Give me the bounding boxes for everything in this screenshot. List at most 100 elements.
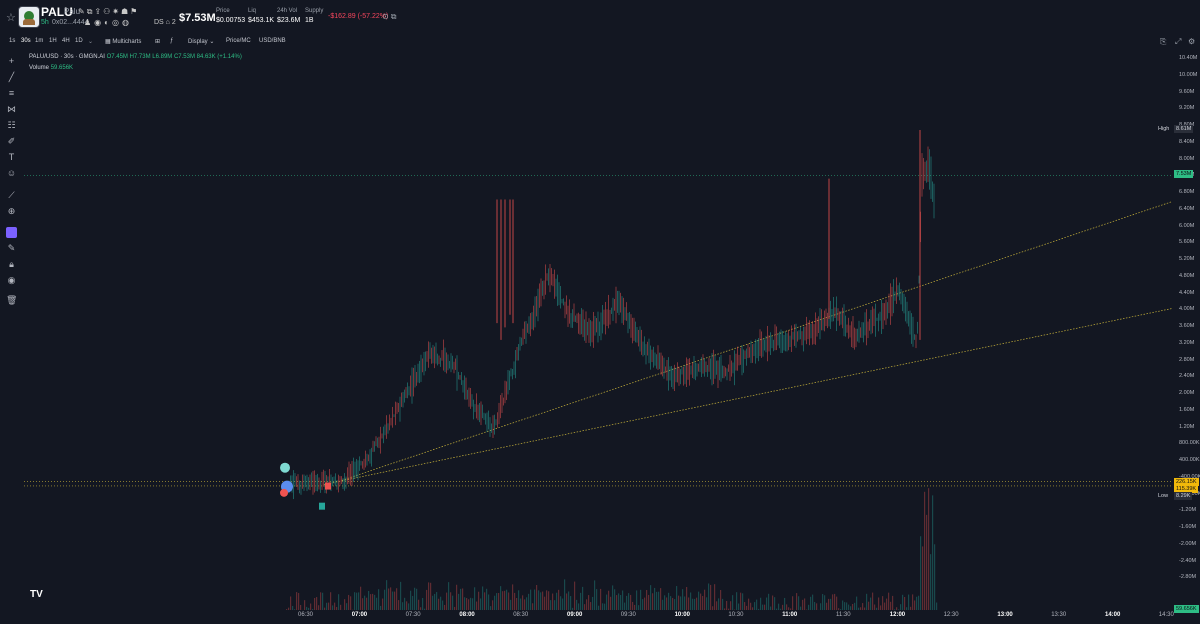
token-action-icons[interactable]: ✎⧉⇪⚇✷☗⚑ <box>78 7 140 16</box>
currency-toggle[interactable]: USD/BNB <box>259 38 286 44</box>
emoji-icon[interactable]: ☺ <box>6 168 17 178</box>
volume-bar <box>406 601 408 610</box>
volume-bar <box>920 536 922 610</box>
social-links-icons[interactable]: ♟◉◐◎◍ <box>84 18 132 27</box>
high-price-badge: 8.61M <box>1174 125 1194 133</box>
volume-bar <box>288 607 290 610</box>
camera-icon[interactable]: ⎘ <box>1160 37 1167 46</box>
volume-bar <box>440 596 442 610</box>
text-icon[interactable]: T <box>8 152 15 162</box>
volume-bar <box>488 594 490 610</box>
fullscreen-icon[interactable]: ⤢ <box>1175 37 1182 46</box>
interval-1h[interactable]: 1H <box>49 38 57 44</box>
y-tick-label: 800.00K <box>1179 440 1200 447</box>
change-action-icons[interactable]: ⊙⧉ <box>382 12 399 21</box>
volume-bar <box>816 603 818 610</box>
y-tick-label: 1.20M <box>1179 423 1195 430</box>
volume-bar <box>690 592 692 610</box>
interval-1d[interactable]: 1D <box>75 38 83 44</box>
volume-bar <box>910 606 912 610</box>
interval-1m[interactable]: 1m <box>35 38 44 44</box>
interval-4h[interactable]: 4H <box>62 38 70 44</box>
volume-bar <box>520 598 522 610</box>
volume-bar <box>546 590 548 610</box>
x-tick-label: 13:30 <box>1051 612 1067 618</box>
volume-bar <box>764 604 766 610</box>
y-tick-label: 6.00M <box>1179 222 1195 229</box>
volume-bar <box>414 587 416 610</box>
crosshair-icon[interactable]: + <box>8 56 15 66</box>
ds-badge[interactable]: DS ⌂ 2 <box>154 19 176 26</box>
trash-icon[interactable]: 🗑︎ <box>6 295 18 305</box>
visibility-icon[interactable]: ◉ <box>7 275 16 285</box>
volume-bar <box>444 604 446 610</box>
volume-bar <box>682 589 684 610</box>
volume-bar <box>870 597 872 610</box>
market-cap: $7.53M <box>179 12 216 24</box>
x-tick-label: 08:00 <box>459 612 475 618</box>
zoom-icon[interactable]: ⊕ <box>7 206 16 216</box>
favorite-star-icon[interactable]: ☆ <box>6 12 16 24</box>
tradingview-logo: TV <box>30 589 43 600</box>
volume-bar <box>804 598 806 610</box>
candlestick-chart[interactable] <box>24 50 1172 610</box>
horizontal-lines-icon[interactable]: ≡ <box>8 88 15 98</box>
volume-bar <box>460 588 462 610</box>
volume-bar <box>530 589 532 610</box>
x-tick-label: 07:00 <box>351 612 368 618</box>
volume-bar <box>498 592 500 610</box>
volume-bar <box>490 606 492 610</box>
display-button[interactable]: Display ⌄ <box>188 39 215 45</box>
volume-bar <box>708 583 710 610</box>
volume-bar <box>510 599 512 610</box>
compare-icon[interactable]: ⊞ <box>155 39 161 45</box>
volume-bar <box>704 589 706 610</box>
time-axis[interactable]: 06:30 07:00 07:30 08:00 08:30 09:00 09:30 10:00… <box>0 610 1174 624</box>
volume-bar <box>836 596 838 610</box>
volume-bar <box>738 603 740 610</box>
trend-line-icon[interactable]: ╱ <box>8 72 15 82</box>
interval-dropdown-chevron-icon[interactable]: ⌄ <box>88 39 94 45</box>
volume-bar <box>422 598 424 610</box>
lock-drawing-icon[interactable]: ✎ <box>7 243 16 253</box>
contract-address[interactable]: 0x02...4444 <box>52 19 89 26</box>
y-tick-label: -1.20M <box>1179 507 1197 514</box>
volume-bar <box>424 608 426 610</box>
volume-bar <box>334 602 336 610</box>
settings-gear-icon[interactable]: ⚙ <box>1188 37 1196 46</box>
volume-bar <box>408 603 410 610</box>
volume-bar <box>800 606 802 610</box>
volume-bar <box>876 607 878 610</box>
y-tick-label: 4.40M <box>1179 289 1195 296</box>
volume-bar <box>674 599 676 610</box>
magnet-icon[interactable] <box>6 227 17 238</box>
volume-bar <box>376 597 378 610</box>
volume-bar <box>786 604 788 610</box>
price-axis[interactable]: 10.40M10.00M9.60M9.20M8.80M8.40M8.00M7.2… <box>1158 50 1200 613</box>
volume-bar <box>496 593 498 610</box>
candles-group <box>285 146 935 500</box>
volume-bar <box>340 604 342 610</box>
brush-icon[interactable]: ✐ <box>7 136 16 146</box>
volume-bar <box>338 594 340 610</box>
indicators-icon[interactable]: ƒ <box>170 38 174 44</box>
volume-bar <box>508 592 510 610</box>
volume-bar <box>784 597 786 610</box>
volume-bar <box>810 596 812 610</box>
volume-bar <box>828 598 830 610</box>
volume-bar <box>822 594 824 610</box>
volume-bar <box>540 592 542 610</box>
volume-bar <box>514 592 516 610</box>
interval-30s[interactable]: 30s <box>21 38 31 44</box>
trade-marker-b <box>319 502 325 510</box>
volume-bar <box>902 594 904 610</box>
volume-bar <box>492 600 494 610</box>
pattern-icon[interactable]: ⋈ <box>7 104 16 114</box>
fib-icon[interactable]: ☷ <box>7 120 16 130</box>
lock-icon[interactable]: 🔒︎ <box>9 259 14 269</box>
price-mc-toggle[interactable]: Price/MC <box>226 38 251 44</box>
ruler-icon[interactable]: ⟋ <box>8 190 15 200</box>
volume-bar <box>630 594 632 610</box>
multicharts-button[interactable]: ▦ Multicharts <box>105 39 142 45</box>
interval-1s[interactable]: 1s <box>9 38 16 44</box>
